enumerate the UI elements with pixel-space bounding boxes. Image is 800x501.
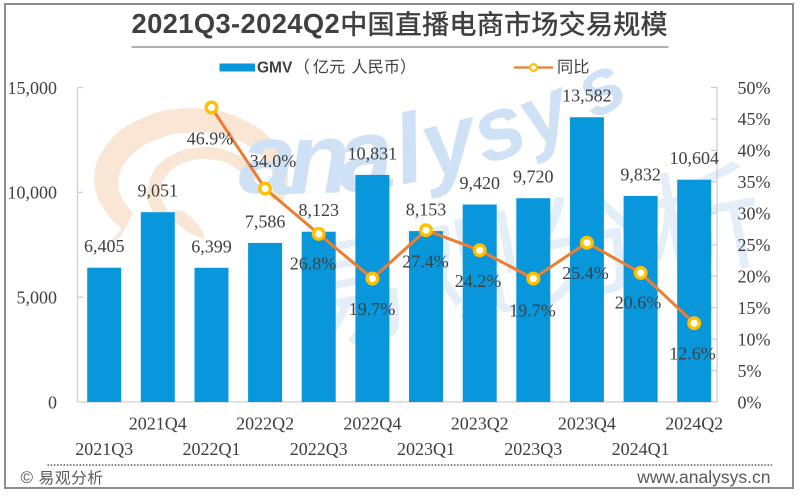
- svg-text:9,420: 9,420: [459, 173, 500, 193]
- svg-text:15%: 15%: [738, 298, 771, 318]
- svg-text:9,720: 9,720: [513, 167, 554, 187]
- svg-text:2023Q1: 2023Q1: [397, 439, 455, 459]
- svg-text:2023Q3: 2023Q3: [504, 439, 562, 459]
- svg-text:27.4%: 27.4%: [402, 251, 449, 271]
- svg-text:19.7%: 19.7%: [509, 300, 556, 320]
- svg-text:10,604: 10,604: [669, 148, 719, 168]
- svg-text:46.9%: 46.9%: [187, 128, 234, 148]
- svg-text:2021Q4: 2021Q4: [129, 413, 187, 433]
- svg-text:www.analysys.cn: www.analysys.cn: [636, 467, 770, 487]
- svg-text:26.8%: 26.8%: [290, 253, 337, 273]
- svg-text:2022Q1: 2022Q1: [183, 439, 241, 459]
- svg-text:7,586: 7,586: [245, 211, 286, 231]
- svg-text:5%: 5%: [738, 361, 762, 381]
- svg-text:25.4%: 25.4%: [562, 263, 609, 283]
- svg-text:8,123: 8,123: [298, 200, 339, 220]
- svg-text:2024Q2: 2024Q2: [665, 413, 723, 433]
- svg-text:2021Q3-2024Q2: 2021Q3-2024Q2: [132, 8, 341, 39]
- svg-text:40%: 40%: [738, 141, 771, 161]
- svg-text:5,000: 5,000: [17, 288, 58, 308]
- svg-text:24.2%: 24.2%: [455, 271, 502, 291]
- svg-text:2022Q3: 2022Q3: [290, 439, 348, 459]
- svg-text:15,000: 15,000: [8, 78, 58, 98]
- svg-text:8,153: 8,153: [406, 200, 447, 220]
- svg-text:34.0%: 34.0%: [250, 151, 297, 171]
- svg-text:2022Q2: 2022Q2: [236, 413, 294, 433]
- svg-text:GMV: GMV: [257, 60, 293, 77]
- svg-text:35%: 35%: [738, 172, 771, 192]
- svg-text:6,405: 6,405: [84, 236, 125, 256]
- svg-text:0: 0: [48, 392, 57, 412]
- svg-text:2021Q3: 2021Q3: [75, 439, 133, 459]
- svg-text:9,051: 9,051: [138, 181, 179, 201]
- svg-text:20%: 20%: [738, 267, 771, 287]
- svg-text:2024Q1: 2024Q1: [612, 439, 670, 459]
- svg-text:10%: 10%: [738, 329, 771, 349]
- svg-text:2022Q4: 2022Q4: [343, 413, 401, 433]
- svg-text:13,582: 13,582: [562, 86, 612, 106]
- svg-text:2023Q2: 2023Q2: [451, 413, 509, 433]
- svg-text:12.6%: 12.6%: [669, 343, 716, 363]
- svg-text:19.7%: 19.7%: [349, 299, 396, 319]
- svg-text:n: n: [286, 102, 351, 216]
- svg-text:©: ©: [21, 468, 34, 487]
- svg-text:30%: 30%: [738, 204, 771, 224]
- svg-text:2023Q4: 2023Q4: [558, 413, 616, 433]
- svg-text:10,831: 10,831: [348, 143, 398, 163]
- svg-text:10,000: 10,000: [8, 183, 58, 203]
- svg-text:20.6%: 20.6%: [615, 292, 662, 312]
- svg-text:0%: 0%: [738, 392, 762, 412]
- svg-text:25%: 25%: [738, 235, 771, 255]
- svg-text:6,399: 6,399: [191, 236, 232, 256]
- svg-text:9,832: 9,832: [620, 164, 661, 184]
- svg-text:50%: 50%: [738, 78, 771, 98]
- svg-text:45%: 45%: [738, 109, 771, 129]
